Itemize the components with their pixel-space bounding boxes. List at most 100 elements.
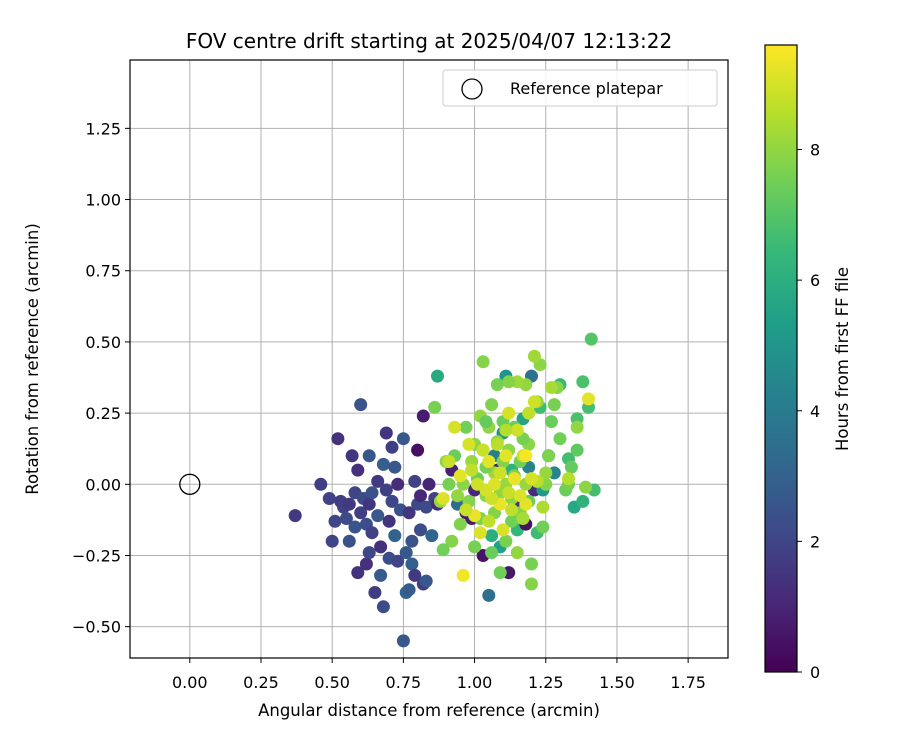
data-point — [493, 466, 507, 480]
data-point — [505, 514, 519, 528]
data-point — [553, 432, 567, 446]
data-point — [331, 432, 345, 446]
reference-point — [179, 473, 201, 495]
data-point — [499, 423, 513, 437]
x-tick-label: 1.25 — [528, 673, 564, 692]
data-point — [385, 494, 399, 508]
data-point — [456, 568, 470, 582]
data-point — [579, 480, 593, 494]
data-point — [351, 463, 365, 477]
data-point — [468, 540, 482, 554]
data-point — [479, 415, 493, 429]
y-tick-label: −0.50 — [72, 618, 121, 637]
data-point — [493, 566, 507, 580]
data-point — [490, 437, 504, 451]
data-point — [359, 557, 373, 571]
data-point — [339, 512, 353, 525]
data-point — [376, 600, 390, 614]
x-tick-label: 1.50 — [599, 673, 635, 692]
data-point — [502, 375, 516, 389]
data-point — [564, 460, 578, 474]
y-tick-label: 0.00 — [85, 475, 121, 494]
grid-lines — [130, 60, 728, 658]
data-point — [365, 526, 379, 540]
data-point — [408, 568, 422, 582]
y-tick-label: 1.25 — [85, 119, 121, 138]
x-tick-label: 0.75 — [386, 673, 422, 692]
data-point — [496, 523, 510, 537]
data-point — [371, 474, 385, 488]
data-point — [547, 398, 561, 412]
data-point — [405, 534, 419, 548]
data-point — [416, 409, 430, 423]
colorbar-tick-label: 0 — [810, 663, 820, 682]
data-point — [539, 466, 553, 480]
data-point — [476, 355, 490, 369]
data-point — [342, 497, 356, 511]
data-point — [379, 483, 393, 497]
data-point — [485, 398, 499, 412]
data-point — [442, 455, 456, 468]
data-point — [490, 378, 504, 392]
data-point — [388, 460, 402, 474]
data-point — [362, 449, 376, 463]
data-point — [513, 489, 527, 503]
data-point — [525, 557, 538, 571]
data-point — [502, 406, 516, 420]
data-point — [382, 514, 396, 528]
data-point — [342, 534, 356, 548]
x-tick-label: 0.25 — [243, 673, 279, 692]
colorbar-ticks: 0 2 4 6 8 — [797, 141, 820, 682]
data-point — [425, 529, 439, 543]
data-point — [507, 472, 521, 486]
data-point — [470, 477, 484, 491]
data-point — [442, 477, 456, 491]
data-point — [391, 554, 405, 568]
data-point — [419, 574, 433, 588]
chart-title: FOV centre drift starting at 2025/04/07 … — [186, 29, 672, 53]
data-point — [499, 534, 513, 548]
data-point — [431, 369, 444, 383]
data-point — [379, 426, 393, 440]
data-point — [325, 534, 339, 548]
data-point — [408, 474, 422, 488]
data-point — [374, 540, 388, 554]
data-point — [476, 443, 490, 457]
data-point — [314, 477, 328, 491]
data-point — [522, 406, 536, 420]
colorbar-tick-label: 2 — [810, 532, 820, 551]
data-point — [388, 529, 402, 543]
y-tick-label: 0.50 — [85, 333, 121, 352]
data-point — [365, 486, 379, 500]
data-point — [536, 520, 550, 534]
data-point — [385, 440, 399, 454]
data-point — [576, 375, 590, 389]
data-point — [584, 332, 598, 346]
data-point — [482, 455, 496, 468]
y-tick-label: −0.25 — [72, 546, 121, 565]
colorbar-label: Hours from first FF file — [833, 267, 852, 451]
data-point — [328, 514, 342, 528]
data-point — [570, 420, 584, 434]
reference-platepar-marker — [179, 473, 201, 495]
data-point — [445, 534, 459, 548]
data-point — [510, 423, 524, 437]
colorbar: 0 2 4 6 8 Hours from first FF file — [764, 44, 852, 682]
data-point — [505, 503, 519, 517]
data-point — [576, 494, 590, 508]
data-point — [544, 415, 558, 429]
data-point — [396, 634, 410, 648]
colorbar-tick-label: 8 — [810, 141, 820, 160]
data-point — [459, 503, 473, 517]
data-point — [436, 543, 450, 557]
data-point — [422, 477, 436, 491]
data-point — [516, 512, 530, 525]
data-point — [519, 449, 533, 463]
legend: Reference platepar — [442, 69, 718, 107]
data-point — [414, 523, 427, 537]
data-point — [288, 509, 302, 523]
data-point — [322, 492, 336, 505]
data-point — [527, 349, 541, 363]
data-point — [405, 557, 419, 571]
